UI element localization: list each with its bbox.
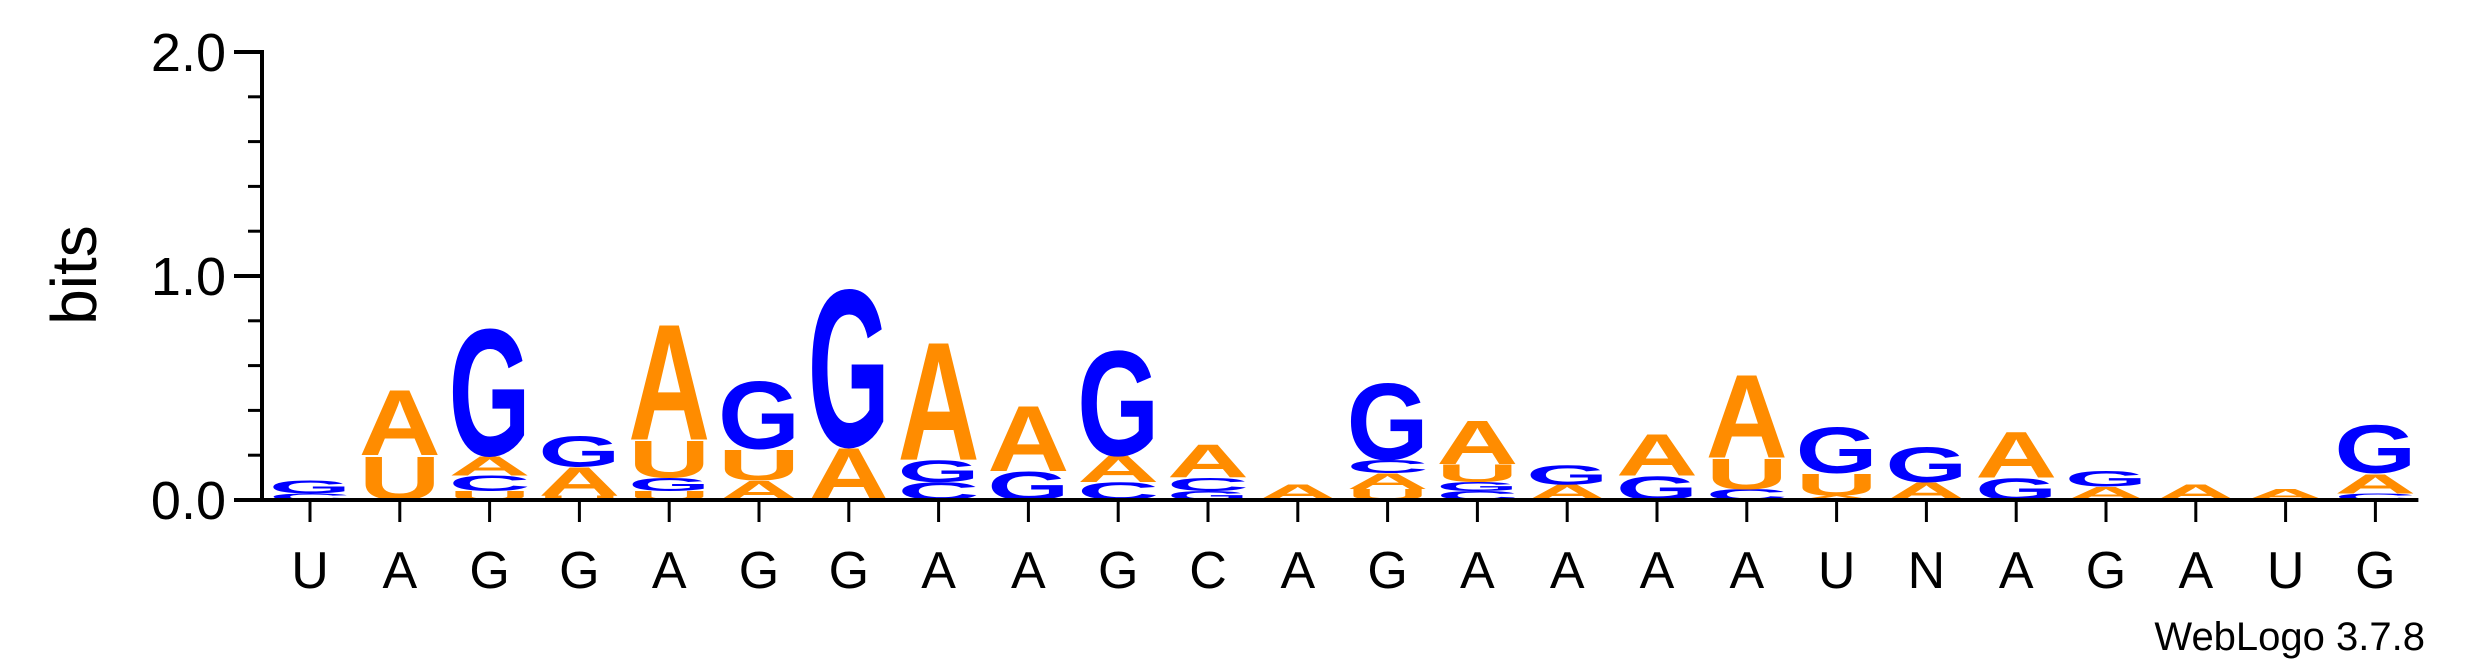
x-tick-label: U: [291, 542, 329, 600]
x-tick-label: U: [2267, 542, 2305, 600]
logo-column: CAG: [2334, 410, 2416, 502]
logo-column: GCA: [1167, 435, 1249, 502]
logo-letter: G: [2334, 410, 2416, 487]
logo-letter: U: [1436, 460, 1518, 488]
logo-letter: G: [628, 474, 710, 495]
x-tick-label: G: [2086, 542, 2126, 600]
logo-letter: G: [449, 293, 531, 495]
logo-column: UAG: [538, 427, 620, 504]
logo-letter: C: [1167, 474, 1249, 495]
logo-letter: A: [987, 387, 1069, 492]
logo-column: UA: [359, 371, 441, 513]
x-tick-label: G: [2355, 542, 2395, 600]
logo-letter: G: [538, 427, 620, 476]
logo-letter: G: [1077, 321, 1159, 488]
logo-letter: A: [1975, 418, 2057, 492]
x-tick-label: U: [1818, 542, 1856, 600]
logo-letter: G: [2065, 467, 2147, 491]
logo-letter: U: [718, 441, 800, 490]
logo-letter: G: [1526, 459, 1608, 490]
logo-column: AG: [808, 244, 890, 517]
x-tick-label: G: [739, 542, 779, 600]
logo-letter: A: [2334, 468, 2416, 500]
logo-column: GA: [987, 387, 1069, 509]
logo-letter: A: [1796, 494, 1878, 501]
logo-letter: A: [1616, 422, 1698, 488]
x-tick-label: A: [652, 542, 687, 600]
logo-column: GA: [1975, 418, 2057, 507]
y-axis-label: bits: [38, 225, 110, 325]
logo-letter: G: [1885, 437, 1967, 493]
logo-letter: G: [808, 244, 890, 495]
logo-letter: U: [628, 430, 710, 489]
weblogo-credit: WebLogo 3.7.8: [2154, 615, 2425, 659]
logo-letter: A: [538, 459, 620, 504]
logo-column: CG: [269, 476, 351, 502]
logo-letter: C: [2334, 492, 2416, 502]
x-tick-label: A: [1640, 542, 1675, 600]
logo-column: CUA: [1706, 350, 1788, 503]
logo-letter: G: [1347, 361, 1429, 483]
logo-letter: U: [1796, 467, 1878, 502]
logo-letter: G: [718, 361, 800, 469]
logo-letter: C: [269, 492, 351, 502]
x-tick-label: A: [382, 542, 417, 600]
logo-column: GA: [1616, 422, 1698, 507]
logo-letter: C: [449, 471, 531, 495]
x-tick-label: G: [1098, 542, 1138, 600]
logo-column: AUG: [718, 361, 800, 506]
x-tick-label: A: [1550, 542, 1585, 600]
logo-letter: G: [269, 476, 351, 497]
logo-letter: A: [1436, 408, 1518, 478]
logo-letter: G: [1436, 480, 1518, 494]
logo-column: AG: [1526, 459, 1608, 505]
x-tick-label: A: [2178, 542, 2213, 600]
x-tick-label: G: [829, 542, 869, 600]
logo-letter: A: [628, 290, 710, 476]
logo-column: CAG: [1077, 321, 1159, 506]
logo-column: AG: [1885, 437, 1967, 505]
x-tick-label: G: [469, 542, 509, 600]
logo-letter: C: [1347, 456, 1429, 477]
logo-letter: A: [449, 450, 531, 482]
y-tick-label: 1.0: [151, 247, 226, 307]
y-tick-label: 0.0: [151, 471, 226, 531]
logo-letter: A: [898, 307, 980, 496]
logo-column: AUG: [1796, 413, 1878, 502]
x-tick-label: A: [1280, 542, 1315, 600]
logo-letter: A: [1347, 469, 1429, 493]
logo-letter: A: [1706, 350, 1788, 483]
x-tick-label: A: [1729, 542, 1764, 600]
logo-letter: A: [1077, 448, 1159, 490]
y-tick-label: 2.0: [151, 23, 226, 83]
x-tick-label: G: [559, 542, 599, 600]
x-tick-label: G: [1367, 542, 1407, 600]
logo-letter: G: [1796, 413, 1878, 487]
x-tick-label: A: [1011, 542, 1046, 600]
logo-letter: U: [538, 494, 620, 501]
x-tick-label: A: [1460, 542, 1495, 600]
x-tick-label: N: [1908, 542, 1946, 600]
logo-letter: A: [1167, 435, 1249, 487]
x-tick-label: A: [921, 542, 956, 600]
logo-letter: G: [898, 454, 980, 489]
x-tick-label: C: [1189, 542, 1227, 600]
x-tick-label: A: [1999, 542, 2034, 600]
logo-letter: A: [359, 371, 441, 476]
y-axis: 0.0 1.0 2.0: [151, 23, 264, 531]
logo-column: CGA: [898, 307, 980, 505]
logo-letter: U: [1706, 450, 1788, 499]
